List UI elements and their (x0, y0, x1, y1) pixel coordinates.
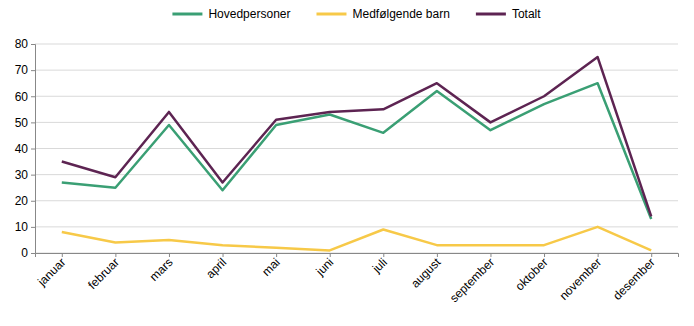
x-tick-mark (169, 253, 170, 257)
y-tick-mark (31, 253, 35, 254)
x-tick-label: mars (147, 255, 176, 284)
y-tick-mark (31, 227, 35, 228)
y-tick: 50 (15, 116, 35, 130)
chart: 0 10 20 30 40 50 60 70 80 januar februar mars april m… (0, 0, 694, 326)
x-tick-mark (330, 253, 331, 257)
plot-area (62, 57, 651, 250)
x-tick-mark (651, 253, 652, 257)
x-tick-label: januar (34, 255, 68, 289)
x-tick: april (203, 253, 229, 281)
grid-line (35, 148, 678, 149)
legend-label: Totalt (512, 7, 541, 21)
legend-item: Hovedpersoner (172, 7, 290, 21)
x-tick-label: mai (259, 255, 283, 279)
grid-line (35, 44, 678, 45)
legend-swatch (172, 13, 202, 16)
y-tick-mark (31, 122, 35, 123)
y-tick: 80 (15, 37, 35, 51)
grid-line (35, 200, 678, 201)
x-tick-label: april (203, 255, 229, 281)
x-tick: februar (85, 253, 122, 292)
y-tick-label: 40 (15, 142, 29, 156)
y-tick: 0 (21, 246, 35, 260)
x-tick-label: februar (85, 255, 122, 292)
legend-item: Totalt (476, 7, 541, 21)
x-tick: juni (313, 253, 337, 279)
y-tick-label: 80 (15, 37, 29, 51)
y-tick: 30 (15, 168, 35, 182)
y-tick-label: 10 (15, 220, 29, 234)
x-tick-mark (276, 253, 277, 257)
grid-line (35, 174, 678, 175)
y-tick-label: 70 (15, 63, 29, 77)
legend: Hovedpersoner Medfølgende barn Totalt (172, 7, 541, 21)
x-tick-label: desember (610, 255, 658, 303)
x-tick: november (557, 253, 605, 303)
y-tick: 40 (15, 142, 35, 156)
y-tick-label: 60 (15, 90, 29, 104)
x-tick-mark (383, 253, 384, 257)
y-tick-mark (31, 70, 35, 71)
y-tick: 10 (15, 220, 35, 234)
legend-swatch (316, 13, 346, 16)
x-tick: juli (369, 253, 390, 276)
y-tick-mark (31, 149, 35, 150)
y-tick: 70 (15, 63, 35, 77)
series-line (62, 83, 651, 219)
x-tick-mark (490, 253, 491, 257)
x-tick: desember (610, 253, 658, 303)
y-tick-mark (31, 44, 35, 45)
y-tick: 20 (15, 194, 35, 208)
x-tick: januar (34, 253, 68, 289)
x-tick-mark (437, 253, 438, 257)
y-axis: 0 10 20 30 40 50 60 70 80 (15, 37, 36, 260)
x-tick: september (447, 253, 497, 305)
legend-label: Medfølgende barn (352, 7, 449, 21)
legend-label: Hovedpersoner (208, 7, 290, 21)
y-tick-label: 30 (15, 168, 29, 182)
x-tick-label: september (447, 255, 497, 305)
legend-swatch (476, 13, 506, 16)
y-tick: 60 (15, 90, 35, 104)
x-tick-label: november (557, 255, 605, 303)
series-line (62, 57, 651, 216)
x-tick: mai (259, 253, 283, 279)
x-tick: mars (147, 253, 176, 284)
y-tick-mark (31, 96, 35, 97)
x-tick-mark (115, 253, 116, 257)
y-tick-mark (31, 201, 35, 202)
x-tick: august (408, 253, 444, 291)
x-tick-mark (544, 253, 545, 257)
y-tick-mark (31, 175, 35, 176)
grid (35, 44, 678, 253)
x-tick: oktober (512, 253, 550, 293)
series-line (62, 227, 651, 251)
x-axis-line (36, 254, 679, 258)
legend-item: Medfølgende barn (316, 7, 449, 21)
x-tick-label: juni (313, 255, 337, 279)
x-tick-mark (598, 253, 599, 257)
x-axis: januar februar mars april mai juni juli augusts… (34, 253, 678, 305)
grid-line (35, 226, 678, 227)
x-tick-mark (223, 253, 224, 257)
x-tick-label: august (408, 255, 444, 291)
y-tick-label: 0 (21, 246, 28, 260)
x-tick-label: oktober (512, 255, 550, 293)
x-tick-mark (62, 253, 63, 257)
y-axis-line (31, 45, 36, 254)
y-tick-label: 50 (15, 116, 29, 130)
grid-line (35, 96, 678, 97)
x-tick-label: juli (369, 255, 390, 276)
y-tick-label: 20 (15, 194, 29, 208)
